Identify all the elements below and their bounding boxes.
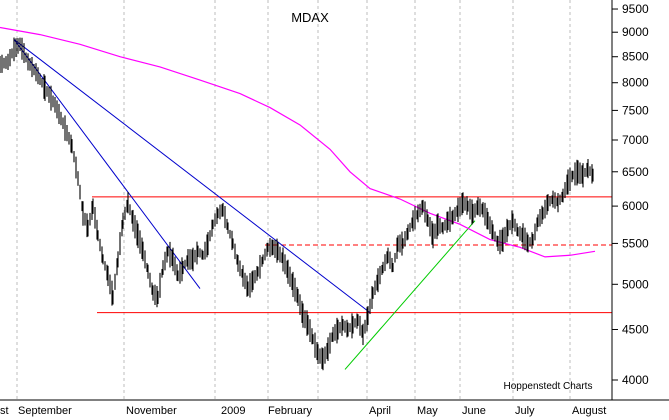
y-tick-label: 4500 xyxy=(622,322,649,336)
trendline xyxy=(13,39,371,314)
y-tick-label: 6500 xyxy=(622,165,649,179)
trendline xyxy=(344,220,476,370)
x-tick-label: November xyxy=(126,405,177,417)
vertical-gridlines xyxy=(16,0,571,400)
x-tick-label: May xyxy=(417,405,438,417)
y-tick-label: 4000 xyxy=(622,373,649,387)
y-tick-label: 5000 xyxy=(622,277,649,291)
x-tick-label: September xyxy=(18,405,72,417)
y-tick-label: 7500 xyxy=(622,103,649,117)
price-bars xyxy=(0,37,594,371)
y-tick-label: 9000 xyxy=(622,25,649,39)
y-tick-label: 5500 xyxy=(622,236,649,250)
y-axis-ticks: 4000 4500 5000 5500 6000 6500 7000 7500 8000 8500… xyxy=(612,2,649,387)
x-tick-label: st xyxy=(0,405,9,417)
x-tick-label: June xyxy=(462,405,486,417)
x-tick-label: July xyxy=(515,405,535,417)
x-tick-label: August xyxy=(572,405,606,417)
horizontal-level-lines xyxy=(92,196,612,314)
x-tick-label: February xyxy=(268,405,313,417)
y-tick-label: 7000 xyxy=(622,133,649,147)
chart-title: MDAX xyxy=(291,10,329,25)
y-tick-label: 9500 xyxy=(622,2,649,16)
chart-credit: Hoppenstedt Charts xyxy=(504,381,593,392)
y-tick-label: 6000 xyxy=(622,199,649,213)
x-axis-ticks: st September November 2009 February April May J… xyxy=(0,405,606,417)
moving-average-line xyxy=(0,26,596,258)
y-tick-label: 8500 xyxy=(622,50,649,64)
x-tick-label: 2009 xyxy=(221,405,245,417)
y-tick-label: 8000 xyxy=(622,76,649,90)
moving-average xyxy=(0,26,596,258)
x-tick-label: April xyxy=(369,405,391,417)
